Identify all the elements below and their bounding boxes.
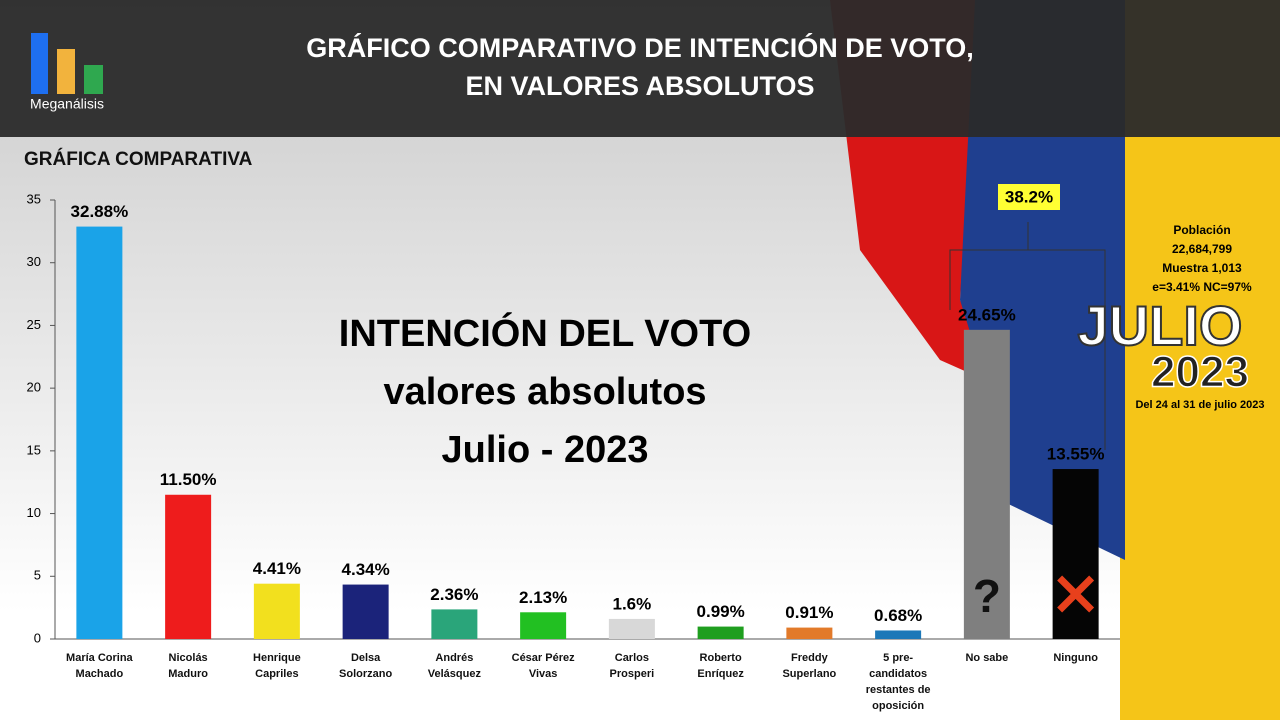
x-tick-label: César Pérez Vivas [511, 652, 575, 680]
y-tick-label: 0 [34, 630, 41, 645]
bar [697, 626, 744, 639]
cross-icon [1057, 575, 1095, 613]
y-tick-label: 30 [27, 254, 41, 269]
x-tick-label: Delsa Solorzano [339, 652, 393, 680]
info: Muestra 1,013 [1162, 261, 1242, 275]
header-bg [0, 0, 1280, 137]
unknown-mark: ? [973, 570, 1001, 622]
x-tick-label: Freddy Superlano [782, 652, 837, 680]
combined-box [998, 184, 1060, 210]
value-label: 2.36% [430, 585, 478, 604]
center-text: Julio - 2023 [442, 429, 649, 471]
bracket [949, 222, 1106, 450]
x-tick-label: Roberto Enríquez [697, 652, 744, 680]
value-label: 4.41% [253, 559, 301, 578]
info: 22,684,799 [1172, 242, 1232, 256]
value-label: 1.6% [613, 594, 652, 613]
bar [165, 494, 212, 639]
y-tick-label: 5 [34, 568, 41, 583]
y-tick-label: 10 [27, 505, 41, 520]
logo-bar [84, 65, 103, 94]
bar [253, 583, 300, 639]
y-tick-label: 20 [27, 380, 41, 395]
month: JULIO [1078, 294, 1243, 357]
flag-yellow [1120, 0, 1280, 720]
x-tick-label: Ninguno [1053, 652, 1098, 664]
y-tick-label: 35 [27, 191, 41, 206]
value-label: 11.50% [160, 470, 217, 489]
value-label: 4.34% [342, 560, 390, 579]
bar [76, 226, 123, 639]
subtitle: GRÁFICA COMPARATIVA [24, 148, 253, 170]
x-tick-label: Nicolás Maduro [168, 652, 208, 680]
info: Población [1173, 223, 1230, 237]
y-tick-label: 15 [27, 442, 41, 457]
bar [875, 630, 922, 639]
value-label: 0.91% [785, 603, 833, 622]
title: EN VALORES ABSOLUTOS [465, 71, 814, 101]
bar [963, 329, 1010, 639]
x-tick-label: María Corina Machado [66, 652, 133, 680]
value-label: 0.68% [874, 606, 922, 625]
dates: Del 24 al 31 de julio 2023 [1135, 399, 1264, 411]
bar [786, 627, 833, 639]
info: e=3.41% NC=97% [1152, 280, 1252, 294]
y-tick-label: 25 [27, 317, 41, 332]
x-tick-label: No sabe [965, 652, 1009, 664]
x-tick-label: Andrés Velásquez [427, 652, 481, 680]
bar [1052, 469, 1099, 639]
value-label: 13.55% [1047, 445, 1105, 464]
value-label: 2.13% [519, 588, 567, 607]
bar [608, 618, 655, 639]
logo-bar [57, 49, 75, 94]
value-label: 24.65% [958, 305, 1016, 324]
x-tick-label: Henrique Capriles [253, 652, 301, 680]
year: 2023 [1151, 348, 1249, 397]
logo-bar [31, 33, 48, 94]
value-label: 0.99% [697, 602, 745, 621]
value-label: 32.88% [71, 202, 129, 221]
bar [520, 612, 567, 639]
bar [342, 584, 389, 639]
center-text: valores absolutos [383, 371, 706, 413]
center-text: INTENCIÓN DEL VOTO [339, 311, 751, 355]
brand: Meganálisis [30, 96, 104, 112]
x-tick-label: Carlos Prosperi [609, 652, 655, 680]
combined-label: 38.2% [1005, 187, 1053, 206]
title: GRÁFICO COMPARATIVO DE INTENCIÓN DE VOTO… [306, 32, 974, 63]
x-tick-label: 5 pre-candidatos restantes de oposición [865, 652, 931, 712]
bar [431, 609, 478, 639]
